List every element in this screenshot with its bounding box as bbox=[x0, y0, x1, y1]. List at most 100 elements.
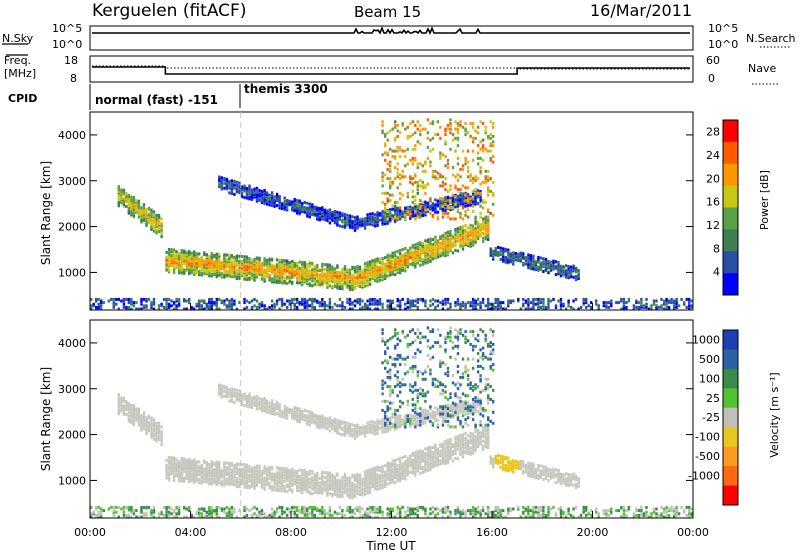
velocity-cell bbox=[240, 393, 244, 397]
power-cell bbox=[436, 210, 440, 214]
velocity-cell bbox=[215, 473, 218, 477]
power-cell bbox=[303, 269, 306, 273]
power-cell bbox=[421, 180, 424, 184]
velocity-cell bbox=[248, 479, 251, 483]
power-cell bbox=[268, 257, 271, 261]
power-cell bbox=[509, 253, 512, 257]
power-cell bbox=[220, 184, 223, 188]
velocity-cell bbox=[303, 481, 306, 485]
power-cell bbox=[386, 217, 389, 221]
power-cell bbox=[296, 266, 299, 270]
power-cell bbox=[190, 264, 193, 268]
velocity-cell bbox=[270, 488, 274, 492]
power-cell bbox=[243, 195, 246, 199]
power-cell bbox=[434, 133, 437, 137]
velocity-cell bbox=[331, 483, 334, 486]
velocity-cell bbox=[235, 485, 239, 488]
power-cell bbox=[399, 268, 402, 272]
velocity-cell bbox=[253, 485, 256, 489]
power-cell bbox=[464, 122, 467, 126]
power-cell bbox=[301, 273, 304, 277]
power-cell bbox=[291, 200, 294, 204]
power-cell bbox=[356, 299, 359, 303]
power-cell bbox=[321, 283, 324, 287]
velocity-cell bbox=[311, 505, 314, 509]
power-cell bbox=[253, 277, 256, 281]
power-cell bbox=[572, 264, 575, 268]
power-cell bbox=[451, 138, 455, 142]
velocity-cell bbox=[190, 477, 193, 481]
power-cell bbox=[248, 192, 251, 196]
velocity-cell bbox=[303, 470, 306, 474]
power-cell bbox=[366, 274, 369, 278]
power-cell bbox=[389, 265, 392, 269]
power-cell bbox=[449, 208, 452, 211]
velocity-cell bbox=[175, 472, 178, 476]
power-cell bbox=[419, 252, 422, 256]
power-cell bbox=[130, 203, 133, 207]
velocity-cell bbox=[162, 505, 166, 509]
power-cell bbox=[250, 190, 254, 194]
velocity-cell bbox=[280, 466, 284, 470]
power-cell bbox=[255, 261, 259, 265]
velocity-cell bbox=[306, 419, 309, 423]
power-cell bbox=[343, 273, 347, 276]
velocity-cell bbox=[195, 466, 198, 470]
velocity-cell bbox=[193, 458, 196, 462]
velocity-cell bbox=[316, 417, 319, 421]
power-cell bbox=[464, 230, 467, 234]
velocity-cell bbox=[170, 467, 173, 471]
power-cell bbox=[356, 277, 359, 281]
power-cell bbox=[366, 307, 369, 311]
power-cell bbox=[326, 284, 329, 288]
power-cell bbox=[399, 305, 402, 309]
power-cell bbox=[376, 273, 379, 277]
power-cell bbox=[481, 158, 485, 162]
velocity-cell bbox=[278, 406, 281, 410]
power-cell bbox=[396, 129, 399, 133]
power-cell bbox=[250, 305, 254, 309]
power-cell bbox=[439, 155, 442, 159]
power-cell bbox=[275, 279, 279, 283]
power-cell bbox=[373, 302, 377, 306]
power-cell bbox=[366, 305, 369, 309]
power-cell bbox=[343, 277, 347, 281]
power-cell bbox=[243, 269, 246, 273]
power-cell bbox=[484, 227, 487, 231]
velocity-cell bbox=[177, 464, 181, 468]
power-cell bbox=[660, 304, 663, 308]
power-cell bbox=[474, 233, 477, 237]
power-cell bbox=[434, 177, 437, 181]
power-cell bbox=[494, 251, 497, 255]
y-tick-label: 3000 bbox=[58, 175, 86, 188]
power-cell bbox=[303, 210, 306, 214]
power-cell bbox=[376, 223, 379, 227]
power-cell bbox=[288, 274, 291, 278]
velocity-cell bbox=[177, 474, 181, 478]
power-cell bbox=[255, 269, 259, 273]
power-cell bbox=[451, 196, 455, 200]
velocity-cell bbox=[170, 512, 173, 516]
power-cell bbox=[449, 199, 452, 203]
power-cell bbox=[220, 176, 223, 180]
power-cell bbox=[301, 272, 304, 276]
velocity-cell bbox=[313, 415, 316, 419]
power-cell bbox=[165, 260, 168, 264]
power-colorbar-tick: 8 bbox=[713, 242, 720, 255]
velocity-cell bbox=[223, 462, 226, 466]
power-cell bbox=[487, 193, 490, 197]
velocity-cell bbox=[225, 390, 229, 394]
power-cell bbox=[255, 196, 259, 200]
velocity-cells bbox=[90, 326, 693, 519]
power-cell bbox=[414, 195, 417, 199]
power-cell bbox=[401, 259, 404, 263]
velocity-cell bbox=[283, 404, 286, 408]
power-cell bbox=[172, 250, 176, 253]
power-cell bbox=[223, 264, 226, 268]
power-cell bbox=[155, 213, 158, 217]
power-cell bbox=[203, 269, 206, 272]
power-cell bbox=[270, 196, 274, 200]
power-cell bbox=[301, 268, 304, 272]
power-cell bbox=[338, 282, 342, 286]
velocity-cell bbox=[298, 414, 301, 417]
